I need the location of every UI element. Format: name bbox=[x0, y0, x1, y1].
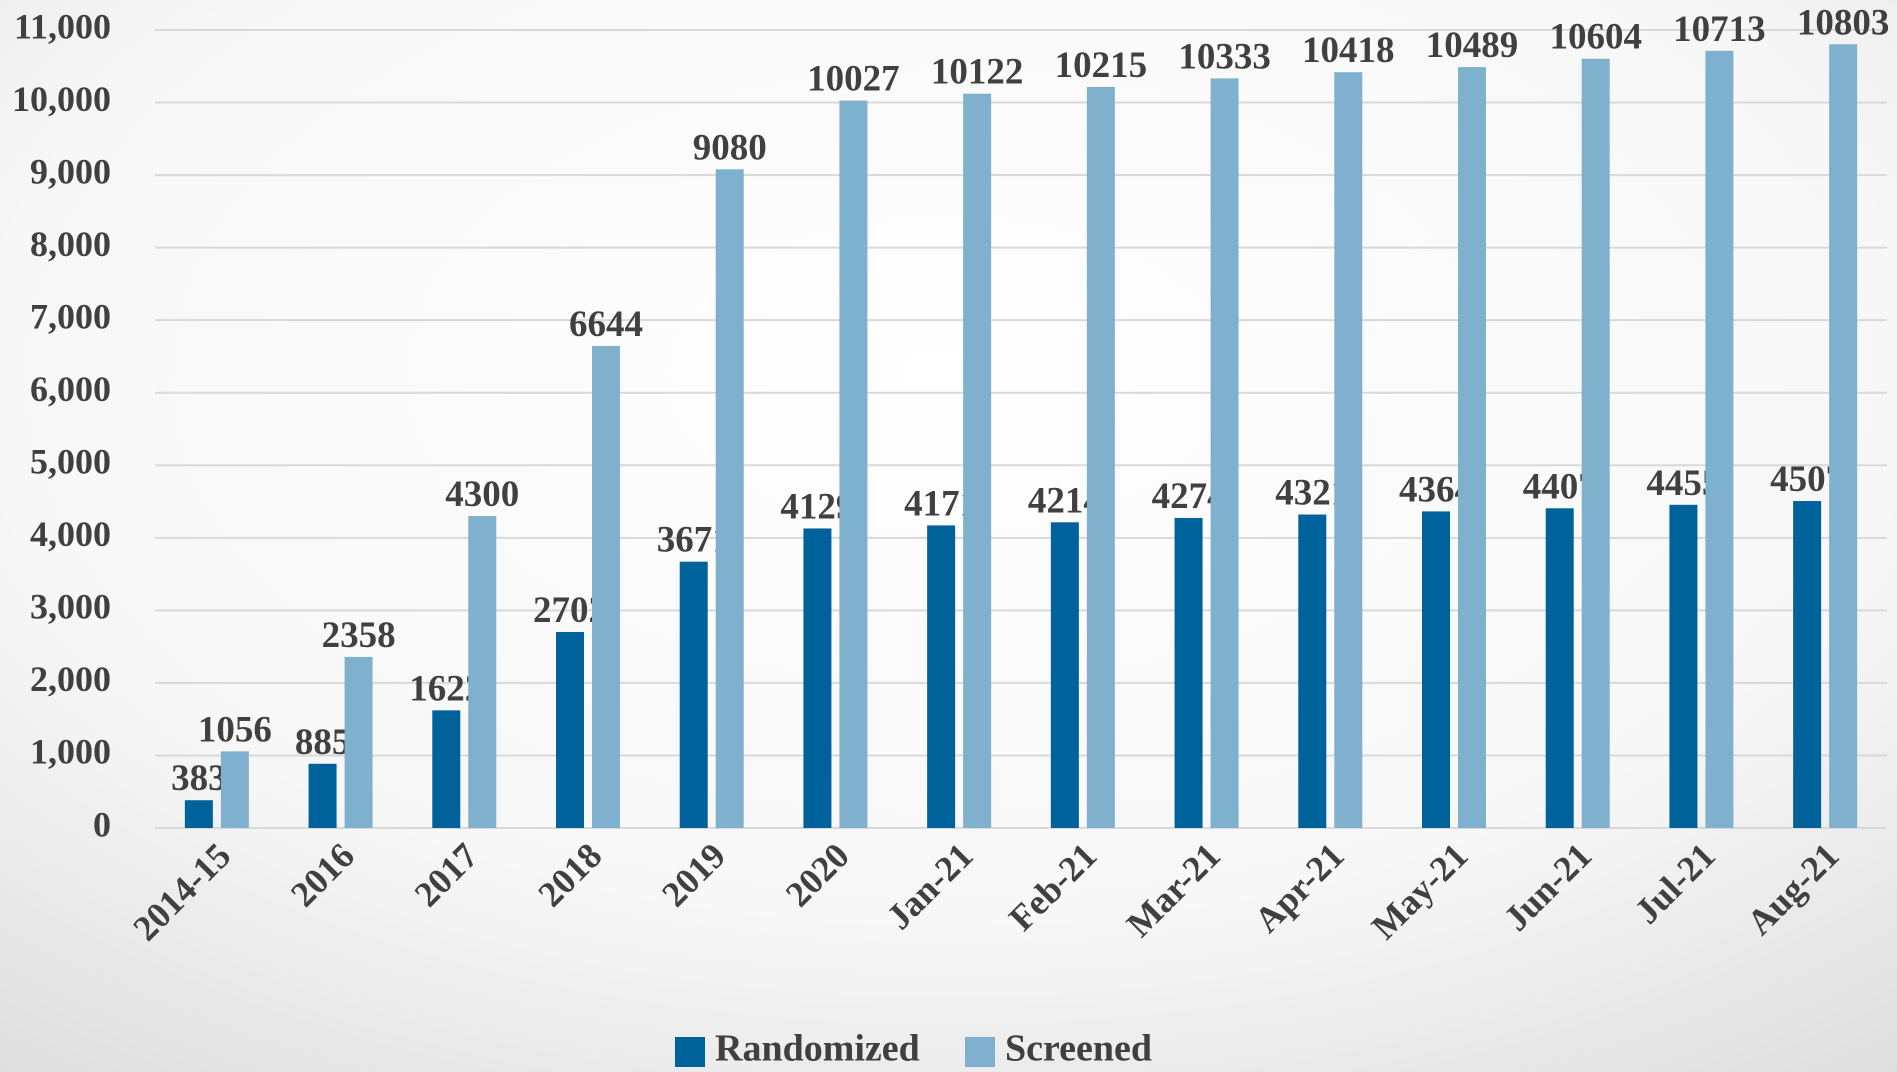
data-label: 10803 bbox=[1797, 2, 1890, 43]
data-label: 6644 bbox=[569, 304, 643, 345]
bar bbox=[432, 710, 461, 828]
bar bbox=[468, 516, 497, 828]
bar bbox=[715, 169, 744, 828]
bar bbox=[556, 631, 584, 828]
y-tick-label: 7,000 bbox=[30, 296, 111, 336]
data-label: 10215 bbox=[1055, 45, 1148, 86]
bar bbox=[184, 800, 213, 828]
bar bbox=[1458, 67, 1486, 828]
bar bbox=[1210, 78, 1239, 828]
bar bbox=[803, 528, 832, 828]
bar bbox=[1829, 44, 1858, 829]
y-tick-label: 8,000 bbox=[30, 224, 111, 264]
bar bbox=[1050, 522, 1079, 828]
bar bbox=[1545, 508, 1574, 828]
y-tick-label: 3,000 bbox=[30, 587, 111, 627]
y-tick-label: 2,000 bbox=[30, 659, 111, 699]
data-label: 10333 bbox=[1178, 36, 1271, 77]
bar bbox=[1705, 50, 1734, 828]
legend-swatch bbox=[965, 1037, 995, 1067]
y-tick-label: 0 bbox=[93, 804, 111, 844]
data-label: 4300 bbox=[445, 474, 519, 515]
bar bbox=[1334, 72, 1363, 829]
bar bbox=[839, 100, 868, 828]
legend-label: Screened bbox=[1005, 1028, 1152, 1070]
legend-label: Randomized bbox=[715, 1028, 920, 1070]
bar bbox=[1793, 501, 1822, 828]
data-label: 10604 bbox=[1549, 17, 1642, 58]
bar bbox=[1174, 517, 1203, 828]
bar bbox=[592, 346, 620, 828]
y-tick-label: 9,000 bbox=[30, 151, 111, 191]
bar bbox=[1669, 504, 1698, 828]
data-label: 383 bbox=[171, 758, 227, 799]
data-label: 10713 bbox=[1673, 9, 1766, 50]
bar bbox=[1581, 58, 1610, 828]
bar bbox=[1422, 511, 1450, 828]
data-label: 1056 bbox=[198, 709, 272, 750]
y-tick-label: 4,000 bbox=[30, 514, 111, 554]
data-label: 9080 bbox=[693, 127, 767, 168]
data-label: 885 bbox=[295, 722, 351, 763]
data-label: 10122 bbox=[931, 52, 1024, 93]
bar bbox=[1086, 86, 1115, 828]
data-label: 10489 bbox=[1426, 25, 1519, 66]
y-tick-label: 5,000 bbox=[30, 442, 111, 482]
data-label: 10418 bbox=[1302, 30, 1395, 71]
data-label: 2358 bbox=[322, 615, 396, 656]
y-tick-label: 11,000 bbox=[14, 6, 111, 46]
bar bbox=[963, 93, 992, 829]
bar bbox=[679, 561, 708, 828]
bar bbox=[1298, 514, 1327, 828]
legend-swatch bbox=[675, 1037, 705, 1067]
bar bbox=[220, 751, 249, 828]
y-tick-label: 6,000 bbox=[30, 369, 111, 409]
bar bbox=[927, 525, 956, 828]
bar bbox=[344, 656, 373, 828]
y-tick-label: 10,000 bbox=[12, 79, 111, 119]
data-label: 10027 bbox=[807, 59, 900, 100]
bar bbox=[308, 763, 337, 828]
y-tick-label: 1,000 bbox=[30, 732, 111, 772]
